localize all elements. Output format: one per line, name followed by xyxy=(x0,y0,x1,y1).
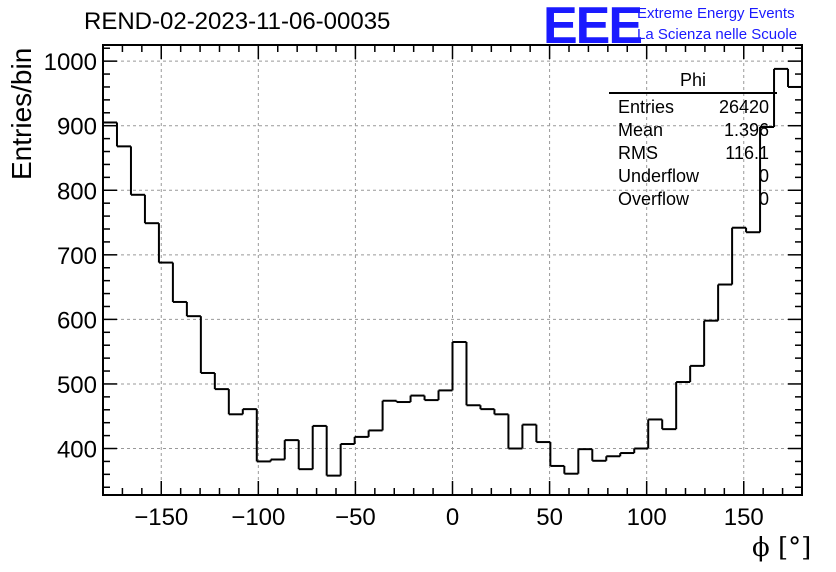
stats-row-underflow: Underflow 0 xyxy=(609,165,777,188)
stats-value: 116.1 xyxy=(725,143,769,163)
x-tick-label: 150 xyxy=(724,504,764,531)
stats-box: Phi Entries 26420 Mean 1.396 RMS 116.1 U… xyxy=(609,70,777,211)
y-tick-label: 700 xyxy=(57,243,97,270)
stats-title: Phi xyxy=(609,70,777,94)
y-tick-label: 500 xyxy=(57,372,97,399)
stats-value: 1.396 xyxy=(723,120,769,140)
x-tick-label: 100 xyxy=(627,504,667,531)
x-tick-label: 50 xyxy=(536,504,563,531)
y-tick-label: 1000 xyxy=(44,49,97,76)
x-tick-label: −100 xyxy=(231,504,285,531)
grid-lines xyxy=(103,45,802,495)
tick-marks xyxy=(102,45,803,495)
y-tick-label: 800 xyxy=(57,178,97,205)
stats-label: Overflow xyxy=(618,189,690,209)
stats-value: 0 xyxy=(758,166,769,186)
stats-label: Mean xyxy=(618,120,664,140)
logo-text: Extreme Energy Events La Scienza nelle S… xyxy=(637,3,797,45)
y-tick-label: 900 xyxy=(57,114,97,141)
x-tick-label: −150 xyxy=(134,504,188,531)
stats-row-overflow: Overflow 0 xyxy=(609,188,777,211)
x-tick-label: −50 xyxy=(335,504,376,531)
x-axis-label: ϕ [°] xyxy=(752,533,812,563)
stats-row-entries: Entries 26420 xyxy=(609,96,777,119)
stats-row-mean: Mean 1.396 xyxy=(609,119,777,142)
y-tick-label: 600 xyxy=(57,307,97,334)
stats-value: 0 xyxy=(758,189,769,209)
tick-labels: −150 −100 −50 0 50 100 150 400 500 600 700 800 900 10… xyxy=(44,49,764,531)
x-tick-label: 0 xyxy=(446,504,459,531)
logo-line-1: Extreme Energy Events xyxy=(637,5,795,22)
stats-label: Underflow xyxy=(618,166,700,186)
stats-label: Entries xyxy=(618,97,675,117)
stats-value: 26420 xyxy=(718,97,769,117)
histogram-bins xyxy=(103,67,802,477)
y-tick-label: 400 xyxy=(57,437,97,464)
eee-logo: EEE xyxy=(543,0,643,55)
stats-row-rms: RMS 116.1 xyxy=(609,142,777,165)
chart-title: REND-02-2023-11-06-00035 xyxy=(84,8,391,35)
stats-label: RMS xyxy=(618,143,658,163)
y-axis-label: Entries/bin xyxy=(6,47,37,180)
logo-line-2: La Scienza nelle Scuole xyxy=(637,26,798,43)
